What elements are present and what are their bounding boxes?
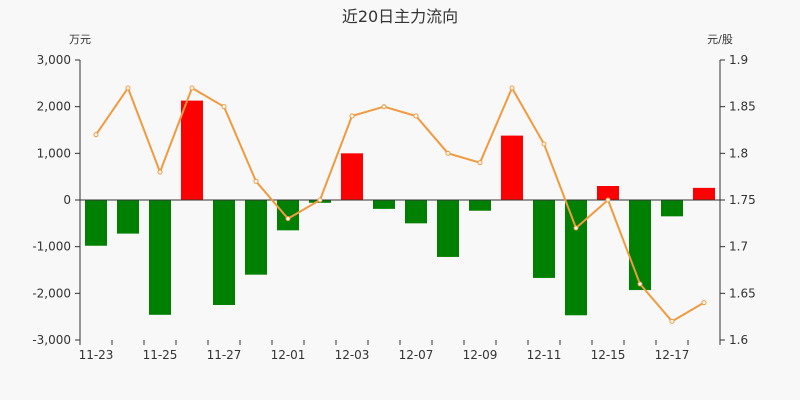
bar-12-10 <box>501 135 523 200</box>
bar-11-25 <box>149 200 171 315</box>
bar-12-14 <box>565 200 587 316</box>
left-tick-label: 3,000 <box>37 53 71 67</box>
left-tick-label: -2,000 <box>32 286 71 300</box>
bar-12-16 <box>629 200 651 291</box>
bar-11-30 <box>245 200 267 275</box>
bar-12-03 <box>341 153 363 200</box>
price-point-12-09 <box>477 160 483 166</box>
bar-12-11 <box>533 200 555 278</box>
right-tick-label: 1.8 <box>729 146 748 160</box>
x-tick-label: 11-25 <box>143 348 178 362</box>
axes: 3,000 2,000 1,000 0 -1,000 -2,000 -3,000 1.9 1.8… <box>32 53 755 362</box>
price-point-11-25 <box>157 169 163 175</box>
price-point-11-23 <box>93 132 99 138</box>
price-point-12-07 <box>413 113 419 119</box>
price-point-12-08 <box>445 150 451 156</box>
price-point-11-24 <box>125 85 131 91</box>
price-point-12-14 <box>573 225 579 231</box>
price-point-12-17 <box>669 318 675 324</box>
bar-12-17 <box>661 200 683 217</box>
price-point-12-02 <box>317 197 323 203</box>
bar-12-08 <box>437 200 459 257</box>
bar-11-26 <box>181 100 203 200</box>
left-tick-label: -1,000 <box>32 240 71 254</box>
bar-12-07 <box>405 200 427 224</box>
price-point-12-15 <box>605 197 611 203</box>
price-point-12-04 <box>381 104 387 110</box>
bar-11-27 <box>213 200 235 305</box>
right-tick-label: 1.6 <box>729 333 748 347</box>
right-tick-label: 1.9 <box>729 53 748 67</box>
x-tick-label: 12-09 <box>463 348 498 362</box>
price-point-12-10 <box>509 85 515 91</box>
bar-11-23 <box>85 200 107 246</box>
bar-12-18 <box>693 187 715 200</box>
right-tick-label: 1.85 <box>729 100 756 114</box>
price-point-12-11 <box>541 141 547 147</box>
left-tick-label: 2,000 <box>37 100 71 114</box>
bar-11-24 <box>117 200 139 234</box>
right-tick-label: 1.65 <box>729 286 756 300</box>
bar-12-04 <box>373 200 395 209</box>
x-tick-label: 11-23 <box>79 348 114 362</box>
bar-12-09 <box>469 200 491 211</box>
price-point-11-30 <box>253 178 259 184</box>
price-line-series <box>93 85 707 324</box>
left-axis-unit: 万元 <box>69 33 91 46</box>
price-point-11-27 <box>221 104 227 110</box>
left-tick-label: 1,000 <box>37 146 71 160</box>
right-axis-unit: 元/股 <box>707 33 733 46</box>
bar-12-01 <box>277 200 299 231</box>
x-tick-label: 11-27 <box>207 348 242 362</box>
right-tick-label: 1.75 <box>729 193 756 207</box>
x-tick-label: 12-07 <box>399 348 434 362</box>
right-tick-label: 1.7 <box>729 240 748 254</box>
price-point-12-18 <box>701 300 707 306</box>
left-tick-label: -3,000 <box>32 333 71 347</box>
chart-title: 近20日主力流向 <box>341 7 459 26</box>
x-tick-label: 12-17 <box>655 348 690 362</box>
x-tick-label: 12-01 <box>271 348 306 362</box>
price-point-12-16 <box>637 281 643 287</box>
price-point-12-01 <box>285 216 291 222</box>
price-line <box>95 85 705 323</box>
bar-series <box>85 100 715 316</box>
x-tick-label: 12-03 <box>335 348 370 362</box>
bar-12-15 <box>597 186 619 200</box>
price-point-11-26 <box>189 85 195 91</box>
price-point-12-03 <box>349 113 355 119</box>
left-tick-label: 0 <box>63 193 71 207</box>
x-tick-label: 12-11 <box>527 348 562 362</box>
x-tick-label: 12-15 <box>591 348 626 362</box>
